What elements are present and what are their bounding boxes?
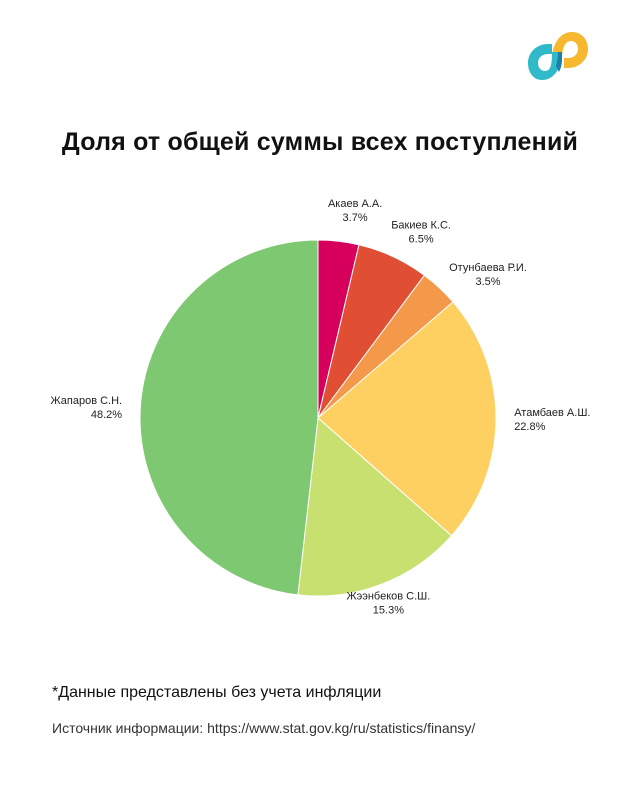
pie-slice [297,416,453,597]
slice-name-label: Бакиев К.С. [391,220,451,232]
slice-name-label: Жапаров С.Н. [50,395,122,407]
slice-value-label: 3.7% [343,212,368,224]
slice-name-label: Жээнбеков С.Ш. [346,591,430,603]
slice-value-label: 15.3% [373,605,404,617]
pie-chart: Акаев А.А. 3.7% Бакиев К.С. 6.5% Отунбаева Р… [50,198,590,617]
source-note: Источник информации: https://www.stat.go… [52,720,476,736]
slice-name-label: Атамбаев А.Ш. [514,407,590,419]
pie-slice [139,239,319,596]
slice-value-label: 22.8% [514,421,545,433]
chart-title: Доля от общей суммы всех поступлений [61,128,579,156]
slice-value-label: 48.2% [91,409,122,421]
slice-value-label: 3.5% [475,276,500,288]
pie-slice [317,301,497,537]
slice-name-label: Акаев А.А. [328,198,382,210]
slice-value-label: 6.5% [409,234,434,246]
footnote: *Данные представлены без учета инфляции [52,684,382,701]
brand-logo-icon [526,22,590,90]
slice-name-label: Отунбаева Р.И. [449,262,527,274]
